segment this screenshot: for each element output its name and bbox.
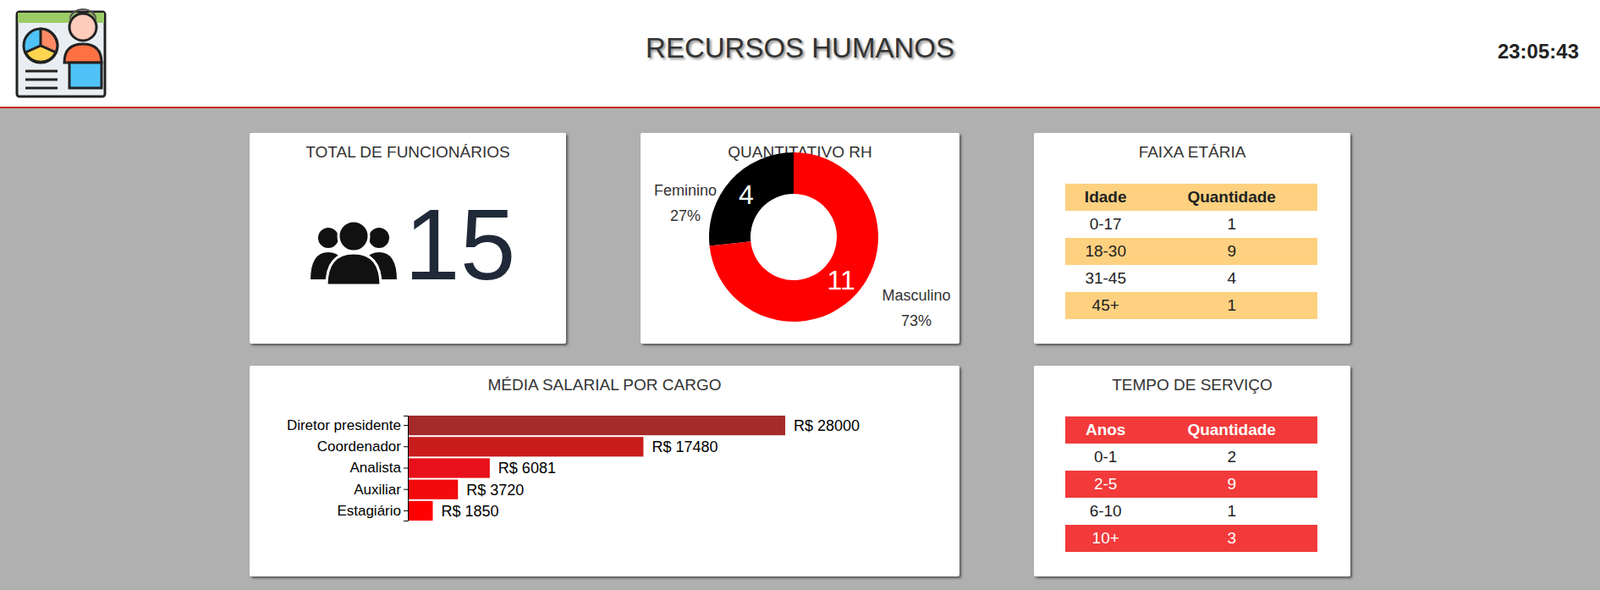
table-cell: 6-10 bbox=[1065, 497, 1146, 525]
header-title: RECURSOS HUMANOS bbox=[0, 32, 1600, 65]
data-table: IdadeQuantidade0-17118-30931-45445+1 bbox=[1065, 183, 1318, 319]
table-cell: 9 bbox=[1145, 237, 1318, 265]
tick-label: Auxiliar bbox=[353, 481, 402, 498]
table-cell: 4 bbox=[1145, 264, 1318, 292]
slice-percent: 27% bbox=[670, 207, 701, 225]
table-cell: 1 bbox=[1145, 291, 1318, 319]
tick: Analista bbox=[350, 459, 408, 476]
table-cell: 1 bbox=[1145, 210, 1318, 238]
tick-mark bbox=[403, 467, 408, 469]
bar bbox=[407, 436, 644, 457]
table-cell: 0-1 bbox=[1065, 443, 1146, 471]
data-label: R$ 17480 bbox=[651, 438, 718, 456]
tick: Estagiário bbox=[336, 502, 408, 519]
table-cell: 18-30 bbox=[1065, 237, 1146, 265]
bar-card: MÉDIA SALARIAL POR CARGO Diretor presiden… bbox=[249, 365, 960, 577]
slice-percent: 73% bbox=[901, 312, 932, 330]
table-card-title: FAIXA ETÁRIA bbox=[1033, 142, 1351, 162]
table-cell: 3 bbox=[1145, 524, 1318, 552]
tick-label: Estagiário bbox=[336, 502, 402, 519]
total-card: TOTAL DE FUNCIONÁRIOS 15 bbox=[249, 132, 567, 344]
tick-mark bbox=[403, 489, 408, 490]
header: RECURSOS HUMANOS23:05:43 bbox=[0, 0, 1600, 109]
table-cell: 45+ bbox=[1065, 291, 1146, 319]
tick-label: Coordenador bbox=[317, 438, 402, 455]
tick-mark bbox=[403, 510, 408, 512]
axis-line bbox=[403, 416, 409, 522]
slice-label: Feminino bbox=[654, 181, 717, 199]
tick: Coordenador bbox=[317, 438, 408, 455]
data-label: R$ 3720 bbox=[466, 481, 524, 499]
tick-label: Analista bbox=[350, 459, 402, 476]
table-header: Quantidade bbox=[1145, 416, 1318, 444]
donut-svg: 4 Feminino 27% 11 Masculino 73% bbox=[640, 132, 960, 344]
data-label: R$ 28000 bbox=[793, 417, 860, 435]
table-card: TEMPO DE SERVIÇO AnosQuantidade0-122-596-… bbox=[1033, 365, 1351, 577]
total-card-title: TOTAL DE FUNCIONÁRIOS bbox=[249, 142, 567, 162]
tick-mark bbox=[403, 445, 408, 447]
bar bbox=[407, 457, 490, 478]
tick-label: Diretor presidente bbox=[286, 417, 402, 434]
table-header: Anos bbox=[1065, 416, 1146, 444]
y-axis: Diretor presidente Coordenador Analista Aux… bbox=[286, 416, 409, 522]
data-label: R$ 1850 bbox=[440, 502, 499, 520]
bar bbox=[407, 500, 433, 521]
bar-svg: Diretor presidente Coordenador Analista Aux… bbox=[249, 365, 960, 577]
donut-card: QUANTITATIVO RH4Feminino27%11Masculino73… bbox=[640, 132, 960, 344]
bars bbox=[407, 415, 786, 521]
table-cell: 10+ bbox=[1065, 524, 1146, 552]
tick: Diretor presidente bbox=[286, 417, 408, 434]
table-header: Idade bbox=[1065, 183, 1146, 211]
tick-mark bbox=[403, 424, 408, 426]
total-value: 15 bbox=[404, 185, 516, 306]
table-card-title: TEMPO DE SERVIÇO bbox=[1033, 375, 1351, 395]
table-cell: 1 bbox=[1145, 497, 1318, 525]
data-label: 11 bbox=[826, 264, 855, 296]
tick: Auxiliar bbox=[353, 481, 408, 498]
people-icon bbox=[307, 219, 401, 287]
table-cell: 0-17 bbox=[1065, 210, 1146, 238]
donut-slice bbox=[709, 152, 794, 246]
header-time: 23:05:43 bbox=[1497, 39, 1579, 64]
data-label: R$ 6081 bbox=[498, 459, 556, 477]
donut-slice bbox=[709, 152, 879, 322]
table-cell: 2 bbox=[1145, 443, 1318, 471]
data-label: 4 bbox=[738, 179, 754, 210]
table-header: Quantidade bbox=[1145, 183, 1318, 211]
table-card: FAIXA ETÁRIAIdadeQuantidade0-17118-30931… bbox=[1033, 132, 1351, 344]
table-cell: 31-45 bbox=[1065, 264, 1146, 292]
header-icon bbox=[13, 3, 111, 104]
bar bbox=[407, 479, 458, 500]
slice-label: Masculino bbox=[881, 286, 951, 304]
table-cell: 2-5 bbox=[1065, 470, 1146, 498]
bar-card-title: MÉDIA SALARIAL POR CARGO bbox=[249, 375, 960, 395]
data-table: AnosQuantidade0-122-596-10110+3 bbox=[1065, 416, 1318, 552]
table-cell: 9 bbox=[1145, 470, 1318, 498]
bar bbox=[407, 415, 786, 435]
